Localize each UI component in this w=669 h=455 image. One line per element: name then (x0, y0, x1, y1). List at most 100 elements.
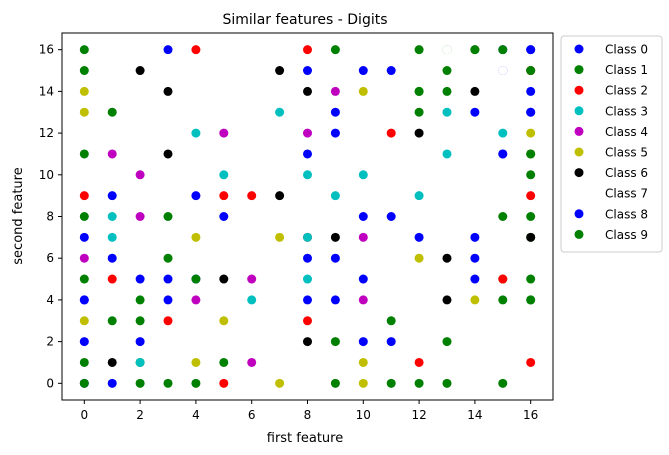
point-class-1-42 (414, 378, 424, 388)
point-class-5-1 (358, 86, 368, 96)
points-layer (79, 45, 536, 388)
point-class-5-14 (358, 378, 368, 388)
point-class-0-0 (163, 45, 173, 55)
legend-label-2: Class 2 (605, 84, 648, 98)
point-class-1-26 (498, 295, 508, 305)
point-class-0-20 (386, 212, 396, 221)
legend-label-1: Class 1 (605, 63, 648, 77)
point-class-1-30 (386, 316, 396, 326)
point-class-5-7 (414, 253, 424, 263)
legend-marker-5 (574, 147, 584, 157)
point-class-2-3 (386, 128, 396, 138)
point-class-0-23 (303, 253, 312, 263)
legend-marker-2 (574, 85, 584, 95)
legend-marker-0 (574, 44, 584, 54)
point-class-2-14 (526, 357, 536, 367)
point-class-1-2 (414, 45, 424, 55)
point-class-1-11 (414, 107, 424, 117)
point-class-4-3 (107, 149, 117, 159)
point-class-4-0 (330, 86, 340, 96)
point-class-0-32 (303, 295, 312, 305)
point-class-2-12 (303, 316, 312, 326)
point-class-3-5 (219, 170, 229, 180)
legend-marker-7 (574, 188, 584, 198)
point-class-4-4 (135, 170, 145, 180)
point-class-6-12 (442, 295, 452, 305)
point-class-0-29 (358, 274, 368, 284)
point-class-0-37 (358, 337, 368, 347)
point-class-0-4 (358, 66, 368, 76)
point-class-6-11 (219, 274, 229, 284)
point-class-4-6 (358, 232, 368, 242)
point-class-6-10 (442, 253, 452, 263)
point-class-6-3 (303, 86, 312, 96)
point-class-5-11 (191, 357, 201, 367)
x-tick-label-5: 10 (356, 408, 371, 422)
y-tick-label-0: 0 (46, 376, 54, 390)
point-class-0-36 (135, 337, 145, 347)
point-class-0-18 (219, 212, 229, 221)
point-class-0-19 (358, 212, 368, 221)
point-class-1-37 (135, 378, 145, 388)
point-class-4-11 (247, 357, 257, 367)
point-class-5-3 (526, 128, 536, 138)
point-class-1-31 (442, 337, 452, 347)
point-class-6-1 (275, 66, 285, 76)
point-class-9-3 (470, 45, 480, 55)
point-class-0-27 (163, 274, 173, 284)
x-tick-label-7: 14 (467, 408, 482, 422)
point-class-1-15 (79, 212, 89, 221)
point-class-3-4 (442, 149, 452, 159)
point-class-2-6 (247, 191, 257, 201)
point-class-0-24 (330, 253, 340, 263)
point-class-7-3 (498, 66, 508, 76)
point-class-0-16 (79, 232, 89, 242)
point-class-3-11 (107, 232, 117, 242)
point-class-0-12 (303, 149, 312, 159)
point-class-7-0 (275, 45, 285, 55)
legend-marker-4 (574, 126, 584, 136)
legend-label-9: Class 9 (605, 228, 648, 242)
point-class-1-43 (442, 378, 452, 388)
point-class-0-8 (330, 107, 340, 117)
point-class-9-1 (526, 66, 536, 76)
point-class-1-9 (442, 86, 452, 96)
point-class-1-6 (442, 66, 452, 76)
x-tick-label-1: 2 (136, 408, 144, 422)
point-class-0-22 (470, 232, 480, 242)
point-class-7-4 (442, 128, 452, 138)
point-class-6-4 (470, 86, 480, 96)
point-class-8-2 (498, 149, 508, 159)
point-class-6-0 (135, 66, 145, 76)
point-class-0-25 (470, 253, 480, 263)
point-class-0-21 (414, 232, 424, 242)
point-class-3-1 (442, 107, 452, 117)
point-class-7-5 (386, 149, 396, 159)
point-class-5-12 (358, 357, 368, 367)
point-class-3-7 (358, 170, 368, 180)
point-class-4-7 (79, 253, 89, 263)
point-class-5-0 (79, 86, 89, 96)
legend-marker-8 (574, 209, 584, 219)
legend-frame (560, 35, 663, 253)
point-class-0-40 (107, 378, 117, 388)
point-class-6-5 (414, 128, 424, 138)
point-class-3-15 (303, 232, 312, 242)
y-tick-label-7: 14 (39, 84, 54, 98)
point-class-2-1 (303, 45, 312, 55)
point-class-7-1 (386, 45, 396, 55)
point-class-0-11 (470, 107, 480, 117)
point-class-1-34 (219, 357, 229, 367)
point-class-3-13 (247, 295, 257, 305)
point-class-1-10 (107, 107, 117, 117)
point-class-6-14 (107, 357, 117, 367)
y-tick-label-2: 4 (46, 293, 54, 307)
x-tick-label-4: 8 (304, 408, 312, 422)
point-class-2-9 (107, 274, 117, 284)
legend-label-8: Class 8 (605, 207, 648, 221)
point-class-8-1 (526, 107, 536, 117)
x-axis-ticks: 0 2 4 6 8 10 12 14 16 (80, 400, 538, 422)
point-class-1-39 (191, 378, 201, 388)
point-class-2-11 (163, 316, 173, 326)
point-class-4-8 (247, 274, 257, 284)
